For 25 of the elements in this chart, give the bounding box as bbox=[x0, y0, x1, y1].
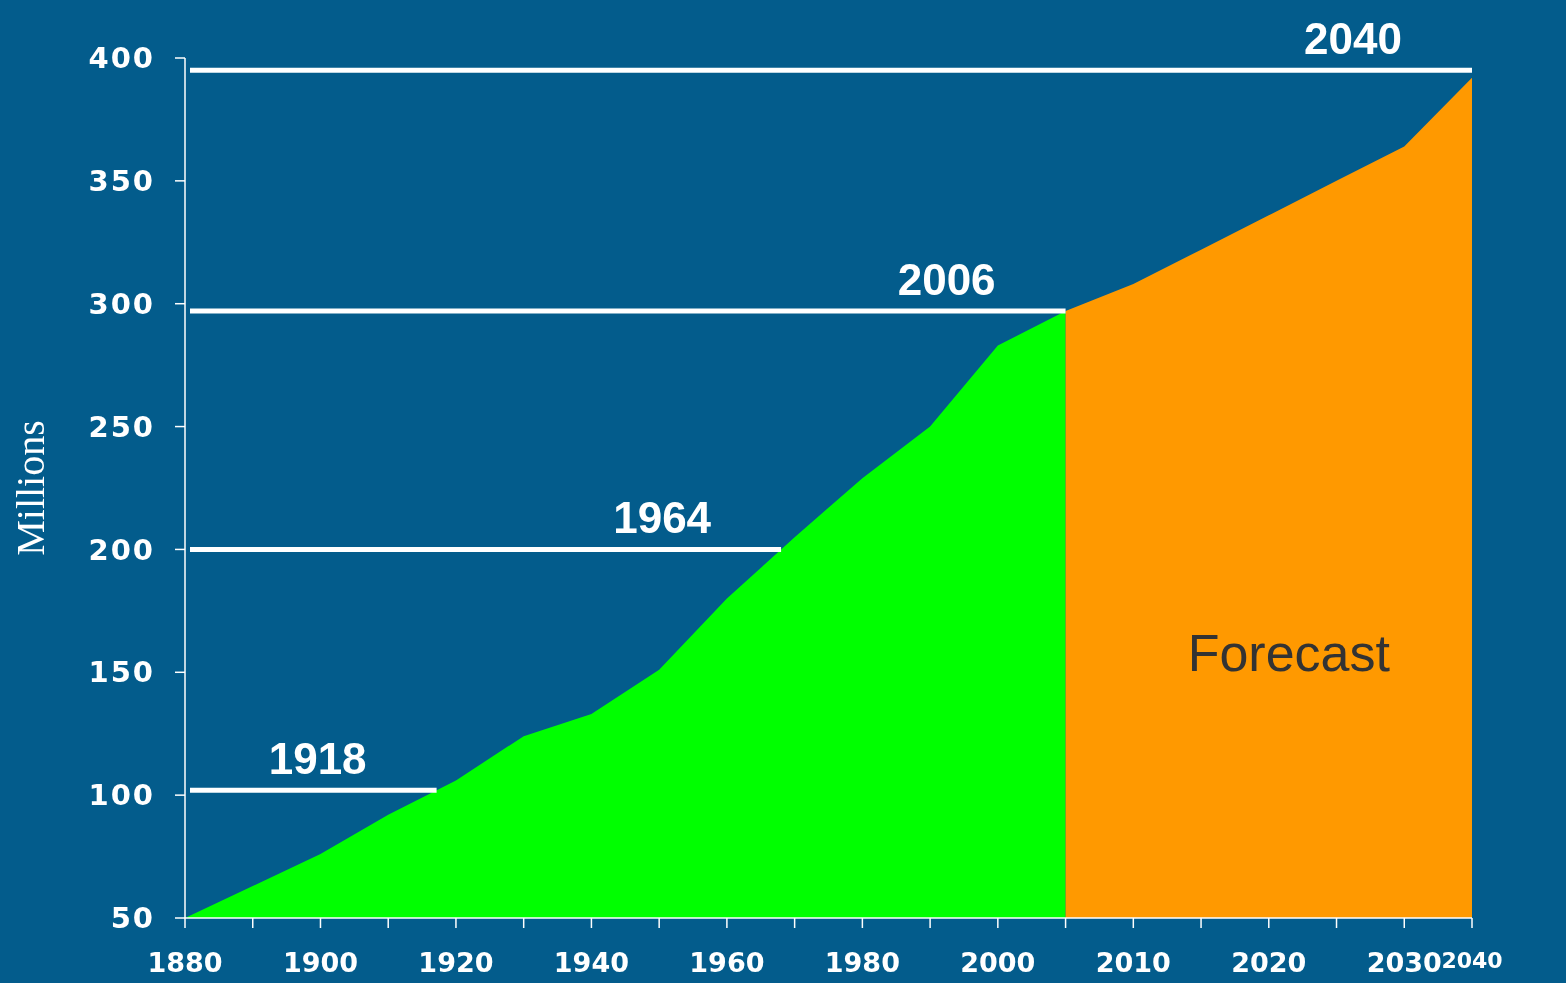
x-tick-label: 2010 bbox=[1095, 946, 1171, 978]
annotation: 1964 bbox=[613, 493, 712, 543]
annotation: 1918 bbox=[268, 734, 367, 784]
y-tick-label: 100 bbox=[88, 778, 155, 813]
y-axis-title: Millions bbox=[8, 420, 53, 556]
x-tick-label: 1880 bbox=[147, 946, 223, 978]
x-tick-label: 2040 bbox=[1441, 948, 1503, 974]
y-tick-label: 250 bbox=[88, 409, 155, 444]
x-tick-label: 1980 bbox=[824, 946, 900, 978]
y-tick-label: 350 bbox=[88, 164, 155, 199]
y-tick-label: 400 bbox=[88, 41, 155, 76]
x-tick-label: 1900 bbox=[282, 946, 359, 978]
x-tick-label: 1920 bbox=[418, 946, 494, 978]
x-tick-label: 1960 bbox=[689, 946, 765, 978]
y-tick-label: 200 bbox=[88, 532, 155, 567]
x-tick-label: 2020 bbox=[1231, 946, 1307, 978]
y-tick-label: 300 bbox=[88, 286, 155, 321]
annotation: 2006 bbox=[897, 255, 996, 305]
x-tick-label: 1940 bbox=[553, 946, 629, 978]
annotation: 2040 bbox=[1304, 14, 1402, 64]
y-tick-label: 150 bbox=[88, 655, 155, 690]
x-tick-label: 2000 bbox=[960, 946, 1036, 978]
y-tick-label: 50 bbox=[110, 901, 155, 936]
annotation: Forecast bbox=[1187, 624, 1391, 683]
x-tick-label: 2030 bbox=[1366, 946, 1442, 978]
